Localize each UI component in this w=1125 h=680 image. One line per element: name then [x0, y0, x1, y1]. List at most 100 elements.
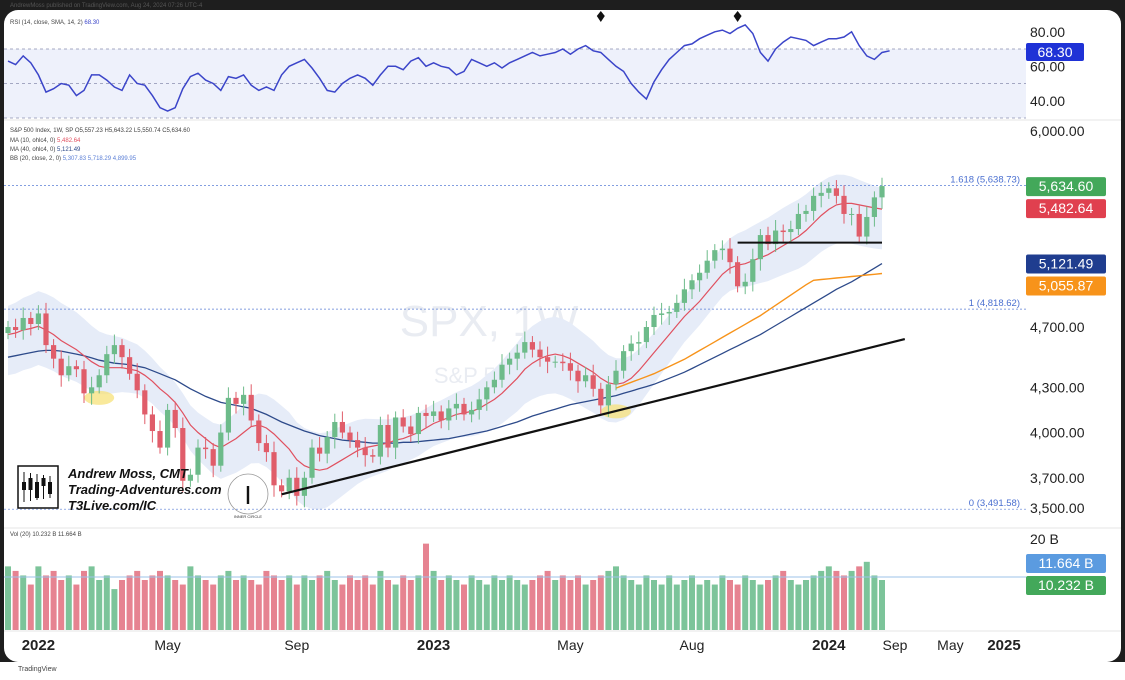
candle-body [871, 197, 877, 217]
candle-body [719, 248, 725, 251]
volume-bar [810, 575, 817, 630]
brand-logo-candle [28, 478, 33, 490]
candle-body [203, 447, 209, 450]
volume-bar [187, 566, 194, 630]
volume-bar [613, 566, 619, 630]
footer-bar: TradingView [0, 662, 1125, 680]
volume-bar [324, 570, 331, 630]
candle-body [408, 426, 414, 435]
volume-bar [597, 575, 604, 630]
volume-bar [673, 584, 680, 630]
volume-bar [742, 575, 749, 630]
price-badge [1026, 276, 1106, 296]
volume-bar [879, 580, 885, 630]
volume-bar [605, 570, 612, 630]
candle-body [104, 354, 110, 376]
candle-body [89, 387, 95, 394]
candle-body [180, 428, 186, 481]
candle-body [750, 259, 756, 282]
volume-bar [818, 570, 825, 630]
brand-logo-candle [48, 482, 52, 494]
volume-bar [559, 575, 566, 630]
volume-bar [848, 570, 855, 630]
price-axis-tick: 4,000.00 [1030, 425, 1085, 441]
candle-body [864, 216, 870, 237]
candle-body [522, 342, 528, 353]
candle-body [803, 210, 809, 214]
candle-body [636, 342, 642, 344]
volume-bar [149, 575, 156, 630]
rsi-axis-tick: 60.00 [1030, 58, 1065, 74]
volume-bar [666, 575, 673, 630]
indicator-legend-value: 5,307.83 5,718.29 4,899.95 [63, 156, 137, 162]
volume-axis-tick: 20 B [1030, 531, 1059, 547]
volume-bar [392, 584, 399, 630]
candle-body [567, 363, 573, 371]
candle-body [712, 250, 718, 261]
volume-legend: Vol (20) 10.232 B 11.664 B [10, 532, 82, 538]
candle-body [355, 440, 361, 448]
rsi-line [7, 23, 890, 112]
volume-bar [552, 580, 559, 630]
volume-bar [134, 570, 141, 630]
candle-body [590, 375, 596, 389]
volume-bar [445, 575, 452, 630]
candle-body [415, 412, 421, 435]
candle-body [811, 195, 817, 211]
candle-body [301, 477, 307, 496]
candle-body [461, 403, 467, 415]
volume-bar [787, 580, 794, 630]
price-badge-label: 5,634.60 [1039, 178, 1094, 194]
candle-body [187, 474, 193, 481]
volume-bar [278, 580, 285, 630]
volume-bar [385, 580, 391, 630]
volume-bar [415, 575, 422, 630]
candle-body [598, 388, 604, 406]
volume-bar [711, 584, 718, 630]
indicator-legend: MA (10, ohlc4, 0) 5,482.64 [10, 138, 81, 144]
candle-body [195, 447, 201, 475]
volume-bar [575, 575, 581, 630]
price-badge [1026, 199, 1106, 219]
inner-circle-label: INNER CIRCLE [234, 514, 263, 519]
volume-bar [12, 570, 19, 630]
candle-body [438, 411, 444, 421]
brand-name: Andrew Moss, CMT [67, 466, 189, 481]
volume-bar [453, 580, 460, 630]
candle-body [225, 397, 231, 433]
volume-bar [65, 575, 72, 630]
candle-body [545, 357, 551, 362]
volume-bar [263, 570, 270, 630]
time-axis-tick: May [557, 637, 583, 653]
price-badge-label: 5,482.64 [1039, 200, 1094, 216]
candle-body [362, 447, 368, 456]
price-legend-title: S&P 500 Index, 1W, SP O5,557.23 H5,643.2… [10, 128, 191, 134]
publish-credit: AndrewMoss published on TradingView.com,… [10, 3, 203, 9]
candle-body [446, 408, 452, 421]
volume-bar [157, 570, 163, 630]
indicator-legend-value: 5,482.64 [57, 138, 81, 144]
volume-bar [96, 580, 103, 630]
inner-circle-letter: I [244, 480, 251, 510]
candle-body [757, 235, 763, 260]
volume-bar [377, 570, 384, 630]
candle-body [735, 262, 741, 287]
candle-body [385, 425, 391, 448]
candle-body [111, 345, 117, 355]
volume-badge [1026, 554, 1106, 573]
candle-body [339, 421, 345, 433]
candle-body [727, 248, 733, 263]
volume-bar [119, 580, 125, 630]
rsi-axis-tick: 80.00 [1030, 24, 1065, 40]
time-axis-tick: 2024 [812, 637, 846, 654]
time-axis-tick: May [937, 637, 963, 653]
rsi-legend: RSI (14, close, SMA, 14, 2) 68.30 [10, 20, 100, 26]
volume-bar [225, 570, 232, 630]
volume-bar [567, 580, 574, 630]
chart-svg[interactable]: RSI (14, close, SMA, 14, 2) 68.30 80.00 60… [4, 10, 1121, 662]
volume-bar [430, 570, 437, 630]
rsi-divergence-marker [596, 11, 605, 22]
candle-body [165, 409, 171, 448]
volume-badge [1026, 576, 1106, 595]
